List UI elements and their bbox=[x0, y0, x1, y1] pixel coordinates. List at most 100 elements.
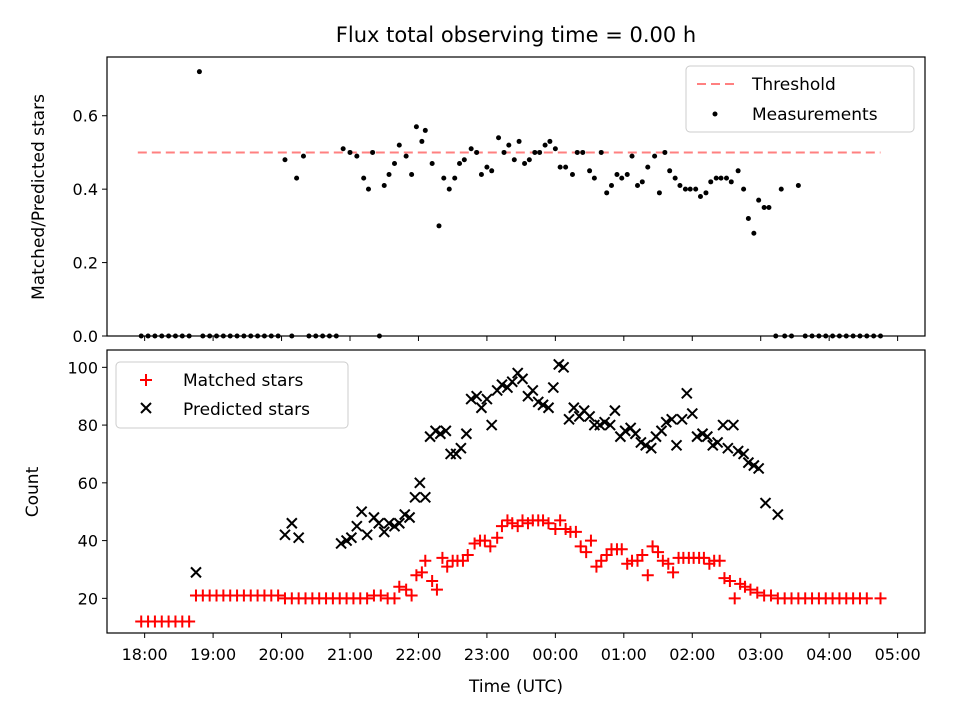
matched-star-point bbox=[468, 537, 481, 550]
matched-star-point bbox=[713, 554, 726, 567]
matched-star-point bbox=[506, 517, 519, 530]
predicted-star-point bbox=[609, 404, 621, 417]
matched-star-point bbox=[393, 580, 406, 593]
matched-star-point bbox=[430, 583, 443, 596]
measurement-point bbox=[619, 175, 625, 181]
bottom-legend-box bbox=[115, 361, 349, 429]
matched-star-point bbox=[554, 514, 567, 527]
measurement-point bbox=[446, 186, 452, 192]
predicted-star-point bbox=[686, 407, 698, 420]
predicted-star-point bbox=[711, 436, 724, 449]
measurement-point bbox=[474, 149, 480, 155]
predicted-star-point bbox=[676, 413, 688, 426]
matched-star-point bbox=[495, 520, 508, 533]
legend-matched-label: Matched stars bbox=[183, 371, 303, 391]
predicted-star-point bbox=[583, 410, 596, 423]
measurement-point bbox=[537, 149, 543, 155]
x-tick-label: 22:00 bbox=[395, 645, 441, 664]
measurement-point bbox=[591, 175, 597, 181]
measurement-point bbox=[795, 182, 801, 188]
bottom-y-tick-label: 100 bbox=[67, 358, 98, 377]
predicted-star-point bbox=[670, 439, 683, 452]
measurement-point bbox=[728, 179, 734, 185]
matched-star-point bbox=[636, 549, 649, 562]
measurement-point bbox=[569, 171, 575, 177]
matched-star-point bbox=[728, 592, 741, 605]
predicted-star-point bbox=[409, 491, 421, 503]
x-tick-label: 20:00 bbox=[258, 645, 304, 664]
predicted-star-point bbox=[506, 376, 518, 388]
measurement-point bbox=[452, 175, 458, 181]
predicted-star-point bbox=[737, 448, 750, 460]
top-y-tick-label: 0.0 bbox=[73, 327, 98, 346]
bottom-legend: Matched stars Predicted stars bbox=[115, 361, 349, 429]
measurement-point bbox=[635, 182, 641, 188]
measurement-point bbox=[703, 190, 709, 196]
bottom-y-axis-label: Count bbox=[23, 466, 43, 517]
matched-star-point bbox=[744, 583, 757, 596]
measurement-point bbox=[526, 157, 532, 163]
measurement-point bbox=[741, 186, 747, 192]
measurement-point bbox=[662, 149, 668, 155]
matched-star-point bbox=[549, 523, 562, 536]
bottom-plot-area bbox=[135, 358, 887, 628]
measurement-point bbox=[461, 157, 467, 163]
matched-star-point bbox=[410, 569, 423, 582]
measurement-point bbox=[365, 186, 371, 192]
predicted-star-point bbox=[345, 531, 358, 544]
bottom-panel: 20 40 60 80 100 18:00 19:00 20:00 21:00 22:00 23:… bbox=[23, 349, 926, 697]
measurement-point bbox=[484, 164, 490, 170]
predicted-star-point bbox=[598, 416, 611, 428]
predicted-star-point bbox=[557, 361, 570, 374]
matched-star-point bbox=[641, 569, 654, 582]
matched-star-point bbox=[542, 517, 555, 530]
matched-star-point bbox=[569, 525, 582, 538]
legend-matched-swatch bbox=[140, 374, 152, 386]
measurement-point bbox=[687, 186, 693, 192]
measurement-point bbox=[419, 138, 425, 144]
matched-star-point bbox=[461, 549, 474, 562]
predicted-star-point bbox=[335, 537, 347, 550]
measurement-point bbox=[547, 138, 553, 144]
top-panel: 0.0 0.2 0.4 0.6 Matched/Predicted stars Thr… bbox=[29, 56, 926, 346]
predicted-star-point bbox=[568, 402, 580, 414]
matched-star-point bbox=[419, 554, 432, 567]
measurement-point bbox=[396, 142, 402, 148]
measurement-point bbox=[506, 142, 512, 148]
measurement-point bbox=[713, 175, 719, 181]
measurement-point bbox=[354, 153, 360, 159]
measurement-point bbox=[682, 186, 688, 192]
measurement-point bbox=[672, 175, 678, 181]
predicted-star-point bbox=[460, 428, 473, 440]
predicted-star-point bbox=[727, 419, 740, 431]
predicted-star-point bbox=[393, 517, 405, 529]
top-axes-frame bbox=[106, 56, 926, 337]
predicted-star-point bbox=[722, 442, 734, 454]
predicted-star-point bbox=[655, 425, 668, 437]
x-tick-label: 21:00 bbox=[327, 645, 373, 664]
predicted-star-point bbox=[403, 511, 416, 524]
matched-star-point bbox=[441, 560, 454, 573]
matched-star-point bbox=[516, 514, 529, 527]
measurement-point bbox=[370, 149, 376, 155]
matched-star-point bbox=[652, 546, 665, 559]
matched-star-point bbox=[615, 543, 628, 556]
matched-star-point bbox=[361, 592, 374, 605]
matched-star-point bbox=[860, 592, 873, 605]
predicted-star-point bbox=[378, 526, 390, 538]
predicted-star-point bbox=[373, 517, 385, 529]
predicted-star-point bbox=[619, 425, 631, 437]
top-plot-area bbox=[137, 69, 884, 339]
matched-star-point bbox=[656, 554, 669, 567]
measurement-point bbox=[656, 190, 662, 196]
measurement-point bbox=[708, 179, 714, 185]
measurement-point bbox=[441, 175, 447, 181]
predicted-star-point bbox=[629, 428, 642, 440]
predicted-star-point bbox=[547, 381, 560, 394]
bottom-axes-frame bbox=[106, 349, 926, 634]
predicted-star-point bbox=[752, 462, 765, 475]
predicted-star-point bbox=[383, 517, 395, 529]
matched-star-point bbox=[405, 589, 418, 602]
measurement-point bbox=[386, 171, 392, 177]
